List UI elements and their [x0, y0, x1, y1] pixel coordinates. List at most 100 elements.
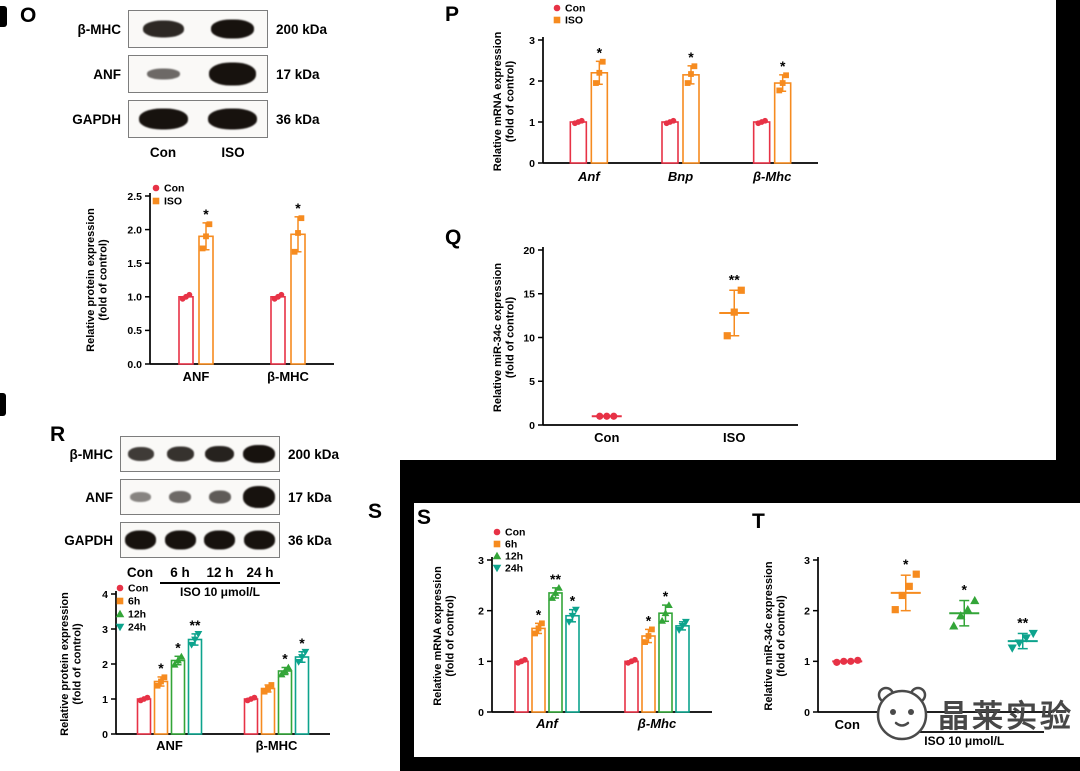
- y-tick-label: 2: [804, 605, 810, 617]
- lane-label: 6 h: [170, 565, 190, 580]
- data-point-marker: [555, 583, 563, 591]
- data-point-marker: [840, 657, 848, 665]
- data-point-marker: [675, 627, 683, 634]
- data-point-marker: [284, 663, 293, 671]
- bar-Con-cat2: [752, 121, 771, 164]
- bar-ISO-cat1: [682, 74, 700, 164]
- x-category-label: ISO: [723, 430, 745, 445]
- y-axis-label: Relative miR-34c expression: [492, 263, 504, 412]
- blot-lane-image: [128, 10, 268, 48]
- bar-6h-cat1: [641, 635, 656, 713]
- data-point-marker: [294, 659, 303, 666]
- y-axis-label: (fold of control): [445, 595, 457, 677]
- panel-P-label: P: [445, 3, 460, 26]
- data-point-marker: [281, 667, 289, 674]
- cropped-letter-artifact: [0, 393, 6, 416]
- inset-panel-st: [414, 503, 1080, 757]
- y-tick-label: 0: [804, 707, 810, 719]
- data-point-marker: [1021, 634, 1031, 643]
- data-point-marker: [779, 80, 786, 86]
- data-point-marker: [912, 570, 920, 578]
- data-point-marker: [174, 656, 182, 664]
- significance-marker: *: [175, 639, 181, 655]
- bar-Con-cat1: [243, 698, 259, 735]
- y-axis-label: (fold of control): [776, 595, 788, 677]
- data-point-marker: [593, 80, 599, 86]
- bar-ISO-cat0: [198, 235, 214, 365]
- treatment-bracket-line: [160, 582, 280, 584]
- x-category-label: β-Mhc: [752, 169, 792, 184]
- data-point-marker: [1014, 639, 1024, 648]
- data-point-marker: [898, 591, 906, 600]
- y-tick-label: 3: [102, 624, 108, 636]
- data-point-marker: [251, 694, 258, 701]
- legend-label: Con: [164, 183, 184, 195]
- legend-marker-Con: [553, 4, 561, 12]
- significance-marker: **: [1017, 614, 1028, 630]
- data-point-marker: [154, 682, 161, 689]
- protein-band: [207, 108, 258, 130]
- y-axis-label: Relative protein expression: [59, 592, 71, 736]
- significance-marker: *: [570, 593, 576, 609]
- y-axis-label: Relative mRNA expression: [492, 31, 504, 171]
- legend-marker-12h: [115, 609, 125, 618]
- bar-24h-cat0: [187, 638, 203, 735]
- data-point-marker: [194, 631, 203, 638]
- cropped-letter-artifact: [0, 6, 7, 27]
- protein-band: [209, 62, 256, 86]
- protein-band: [164, 530, 196, 550]
- panel-S-bar-chart: 0 1 2 3 Relative mRNA expression (fold of con…: [432, 527, 712, 731]
- treatment-label: ISO 10 μmol/L: [179, 585, 261, 599]
- lane-label: Con: [149, 145, 177, 160]
- legend-marker-12h: [492, 551, 502, 560]
- y-axis-label: (fold of control): [505, 297, 517, 379]
- lane-label: ISO: [221, 145, 245, 160]
- panel-R-label: R: [50, 423, 66, 446]
- molecular-weight-label: 200 kDa: [288, 446, 340, 462]
- data-point-marker: [177, 652, 186, 660]
- bar-24h-cat1: [675, 625, 690, 713]
- molecular-weight-label: 36 kDa: [288, 532, 332, 548]
- legend-marker-6h: [116, 597, 124, 605]
- protein-band: [169, 491, 192, 503]
- data-point-marker: [658, 616, 666, 624]
- protein-label: ANF: [93, 66, 121, 82]
- significance-marker: **: [190, 617, 201, 633]
- panel-T-label: T: [752, 510, 765, 533]
- blot-lane-image: [128, 55, 268, 93]
- legend-marker-ISO: [553, 16, 561, 24]
- data-point-marker: [158, 678, 164, 685]
- significance-marker: *: [663, 588, 669, 604]
- protein-band: [130, 492, 151, 502]
- legend-marker-Con: [116, 584, 124, 592]
- protein-label: ANF: [85, 489, 113, 505]
- data-point-marker: [161, 674, 168, 681]
- lane-label: 24 h: [246, 565, 274, 580]
- blot-row: β-MHC 200 kDa: [62, 10, 327, 48]
- lane-label: 12 h: [206, 565, 234, 580]
- protein-band: [208, 490, 231, 504]
- data-point-marker: [684, 80, 691, 86]
- data-point-marker: [678, 622, 687, 630]
- legend-marker-Con: [493, 528, 501, 536]
- bar-12h-cat1: [658, 612, 673, 713]
- data-point-marker: [522, 656, 528, 663]
- data-point-marker: [170, 660, 179, 668]
- legend-label: 24h: [128, 622, 146, 634]
- watermark: 晶莱实验: [872, 682, 1074, 744]
- treatment-bracket: ISO 10 μmol/L: [160, 582, 280, 599]
- x-category-label: Con: [594, 430, 619, 445]
- bar-12h-cat0: [548, 592, 563, 713]
- x-category-label: β-MHC: [267, 369, 309, 384]
- y-tick-label: 3: [529, 35, 535, 47]
- legend-label: 6h: [505, 539, 517, 551]
- data-point-marker: [847, 657, 855, 665]
- protein-band: [243, 445, 276, 463]
- y-axis-label: (fold of control): [72, 623, 84, 705]
- bar-24h-cat1: [294, 656, 310, 735]
- y-tick-label: 2: [478, 605, 484, 617]
- data-point-marker: [298, 654, 306, 661]
- black-border-right: [1056, 0, 1080, 462]
- data-point-marker: [603, 412, 611, 420]
